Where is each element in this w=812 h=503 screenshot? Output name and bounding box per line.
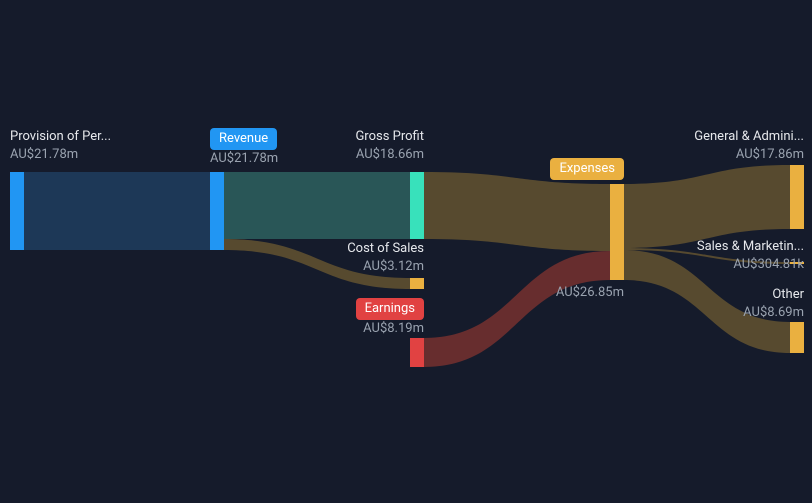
value-other: AU$8.69m — [743, 305, 804, 320]
node-gross_profit[interactable] — [410, 172, 424, 239]
label-sales_marketing: Sales & Marketin... AU$304.81k — [697, 238, 804, 273]
node-cost_of_sales[interactable] — [410, 278, 424, 289]
label-general_admin: General & Admini... AU$17.86m — [694, 128, 804, 163]
title-gross_profit: Gross Profit — [355, 129, 424, 144]
label-earnings: EarningsAU$8.19m — [356, 298, 424, 337]
node-general_admin[interactable] — [790, 165, 804, 229]
value-cost_of_sales: AU$3.12m — [363, 259, 424, 274]
label-provision: Provision of Per... AU$21.78m — [10, 128, 111, 163]
node-expenses[interactable] — [610, 184, 624, 280]
label-cost_of_sales: Cost of Sales AU$3.12m — [347, 240, 424, 275]
badge-earnings: Earnings — [356, 298, 424, 320]
badge-revenue: Revenue — [210, 128, 277, 150]
title-other: Other — [772, 287, 804, 302]
label-gross_profit: Gross Profit AU$18.66m — [355, 128, 424, 163]
node-other[interactable] — [790, 322, 804, 353]
label-other: Other AU$8.69m — [743, 286, 804, 321]
value-provision: AU$21.78m — [10, 147, 78, 162]
value-gross_profit: AU$18.66m — [356, 147, 424, 162]
title-general_admin: General & Admini... — [694, 129, 804, 144]
link-gross_profit-expenses — [424, 172, 610, 251]
label-expenses: Expenses — [550, 158, 624, 180]
title-provision: Provision of Per... — [10, 129, 111, 144]
value-general_admin: AU$17.86m — [736, 147, 804, 162]
title-sales_marketing: Sales & Marketin... — [697, 239, 804, 254]
sankey-chart: Provision of Per...AU$21.78mRevenueAU$21… — [0, 0, 812, 503]
link-provision-revenue — [24, 172, 210, 250]
node-earnings[interactable] — [410, 338, 424, 367]
value-earnings: AU$8.19m — [363, 321, 424, 336]
label-revenue: RevenueAU$21.78m — [210, 128, 278, 167]
link-revenue-gross_profit — [224, 172, 410, 239]
value-expenses: AU$26.85m — [556, 285, 624, 300]
value-revenue: AU$21.78m — [210, 151, 278, 166]
title-cost_of_sales: Cost of Sales — [347, 241, 424, 256]
node-revenue[interactable] — [210, 172, 224, 250]
value-below-expenses: AU$26.85m — [556, 284, 624, 302]
link-earnings-expenses — [424, 251, 610, 367]
value-sales_marketing: AU$304.81k — [733, 257, 804, 272]
node-provision[interactable] — [10, 172, 24, 250]
link-expenses-general_admin — [624, 165, 790, 248]
badge-expenses: Expenses — [550, 158, 624, 180]
